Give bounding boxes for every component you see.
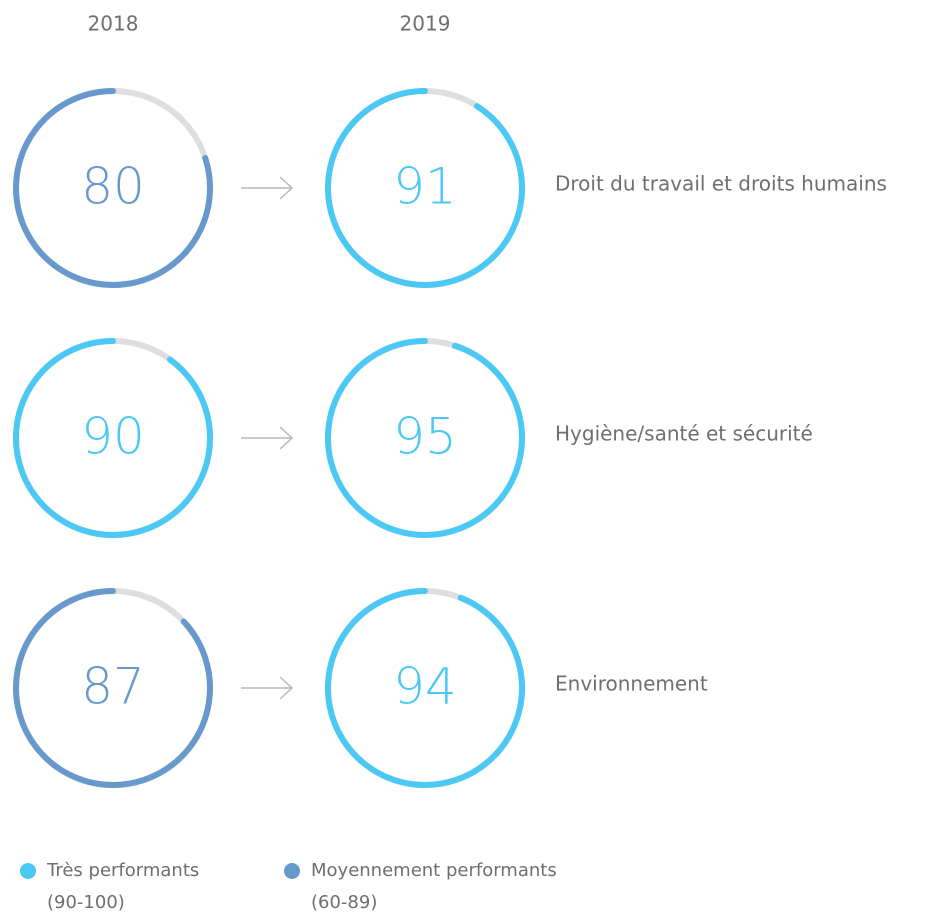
category-label: Droit du travail et droits humains [555,172,887,196]
legend-label: Très performants [46,860,199,881]
gauge-value: 95 [393,408,457,466]
year-label: 2019 [400,12,451,36]
gauge-value: 94 [393,658,457,716]
gauge-arc [325,338,525,538]
gauge-arc [13,338,213,538]
year-label: 2018 [88,12,139,36]
legend-dot [20,863,36,879]
gauge-value: 87 [81,658,145,716]
legend-range: (60-89) [311,892,377,913]
gauge-value: 91 [393,158,457,216]
arrow [241,426,294,450]
legend-range: (90-100) [47,892,125,913]
legend-dot [284,863,300,879]
arrow [241,676,294,700]
category-label: Environnement [555,672,708,696]
gauge-arc [325,588,525,788]
gauge-value: 80 [81,158,145,216]
gauge-arc [325,88,525,288]
gauge-arc [13,88,213,288]
category-label: Hygiène/santé et sécurité [555,422,813,446]
arrow [241,176,294,200]
gauge-arc [13,588,213,788]
legend-label: Moyennement performants [311,860,557,881]
gauge-value: 90 [81,408,145,466]
